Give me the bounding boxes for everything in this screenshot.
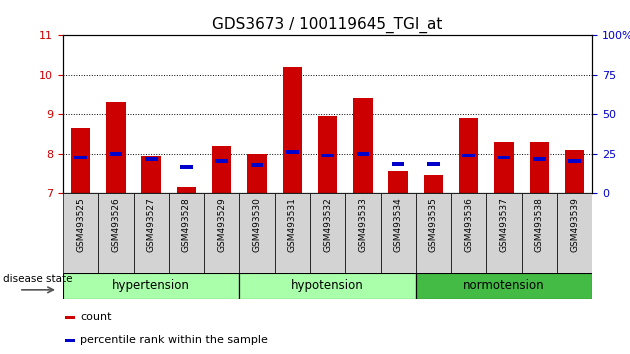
Bar bbox=[568, 159, 581, 164]
Text: GSM493534: GSM493534 bbox=[394, 197, 403, 252]
Text: GSM493539: GSM493539 bbox=[570, 197, 579, 252]
Bar bbox=[142, 155, 161, 193]
Bar bbox=[74, 155, 87, 159]
Bar bbox=[283, 67, 302, 193]
Bar bbox=[310, 193, 345, 273]
Bar bbox=[251, 164, 263, 167]
Bar bbox=[321, 154, 334, 158]
Text: GSM493532: GSM493532 bbox=[323, 197, 332, 252]
Bar bbox=[424, 175, 443, 193]
Text: hypertension: hypertension bbox=[112, 279, 190, 292]
Bar bbox=[275, 193, 310, 273]
Bar bbox=[345, 193, 381, 273]
Bar bbox=[145, 158, 158, 161]
Text: GSM493530: GSM493530 bbox=[253, 197, 261, 252]
Text: GSM493536: GSM493536 bbox=[464, 197, 473, 252]
Bar bbox=[180, 165, 193, 169]
Text: GSM493526: GSM493526 bbox=[112, 197, 120, 252]
Bar bbox=[63, 193, 98, 273]
Bar bbox=[451, 193, 486, 273]
Bar bbox=[212, 146, 231, 193]
Text: GSM493527: GSM493527 bbox=[147, 197, 156, 252]
Bar bbox=[486, 193, 522, 273]
Bar bbox=[286, 150, 299, 154]
Bar bbox=[565, 150, 584, 193]
Text: disease state: disease state bbox=[3, 274, 72, 284]
Bar bbox=[248, 154, 266, 193]
Bar bbox=[239, 273, 416, 299]
Text: GSM493528: GSM493528 bbox=[182, 197, 191, 252]
Bar bbox=[392, 162, 404, 166]
Bar bbox=[106, 102, 125, 193]
Bar bbox=[63, 273, 239, 299]
Bar bbox=[459, 118, 478, 193]
Bar bbox=[65, 316, 75, 319]
Bar bbox=[357, 152, 369, 155]
Text: percentile rank within the sample: percentile rank within the sample bbox=[81, 335, 268, 346]
Bar bbox=[533, 158, 546, 161]
Text: GSM493535: GSM493535 bbox=[429, 197, 438, 252]
Bar bbox=[389, 171, 408, 193]
Bar bbox=[204, 193, 239, 273]
Bar bbox=[169, 193, 204, 273]
Bar bbox=[353, 98, 372, 193]
Bar bbox=[462, 154, 475, 158]
Bar bbox=[416, 193, 451, 273]
Text: GSM493529: GSM493529 bbox=[217, 197, 226, 252]
Bar bbox=[318, 116, 337, 193]
Bar bbox=[215, 159, 228, 164]
Bar bbox=[498, 155, 510, 159]
Text: GSM493533: GSM493533 bbox=[358, 197, 367, 252]
Bar bbox=[177, 187, 196, 193]
Bar bbox=[381, 193, 416, 273]
Text: GSM493538: GSM493538 bbox=[535, 197, 544, 252]
Text: GSM493525: GSM493525 bbox=[76, 197, 85, 252]
Bar bbox=[416, 273, 592, 299]
Bar bbox=[530, 142, 549, 193]
Title: GDS3673 / 100119645_TGI_at: GDS3673 / 100119645_TGI_at bbox=[212, 16, 443, 33]
Text: count: count bbox=[81, 312, 112, 322]
Bar bbox=[495, 142, 513, 193]
Bar bbox=[134, 193, 169, 273]
Bar bbox=[110, 152, 122, 155]
Text: normotension: normotension bbox=[463, 279, 545, 292]
Bar bbox=[427, 162, 440, 166]
Bar bbox=[65, 339, 75, 342]
Bar bbox=[557, 193, 592, 273]
Text: hypotension: hypotension bbox=[291, 279, 364, 292]
Bar bbox=[239, 193, 275, 273]
Text: GSM493537: GSM493537 bbox=[500, 197, 508, 252]
Bar bbox=[71, 128, 90, 193]
Bar bbox=[522, 193, 557, 273]
Bar bbox=[98, 193, 134, 273]
Text: GSM493531: GSM493531 bbox=[288, 197, 297, 252]
